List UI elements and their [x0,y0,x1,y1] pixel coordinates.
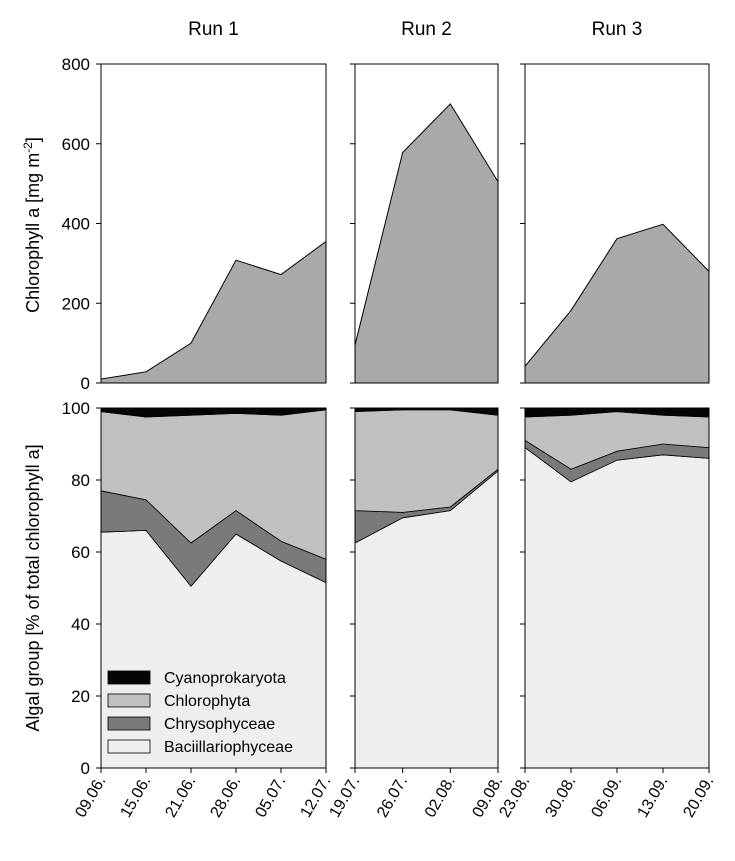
run-title-2: Run 2 [401,19,452,40]
run-title-1: Run 1 [188,19,239,40]
top-y-axis-label-end: ] [23,137,43,142]
legend-label-cyanoprokaryota: Cyanoprokaryota [164,670,286,687]
bottom-y-tick-label: 80 [71,471,90,490]
run-title-3: Run 3 [592,19,643,40]
top-y-tick-label: 400 [62,215,90,234]
date-label: 20.09. [680,774,717,821]
top-y-axis-label: Chlorophyll a [mg m-2] [21,137,43,313]
top-y-tick-label: 0 [81,374,90,393]
bottom-y-tick-label: 20 [71,687,90,706]
date-tick-labels: 09.06. 15.06. 21.06. 28.06. 05.07. 12.07.19.0… [72,774,717,821]
top-y-tick-label: 200 [62,294,90,313]
legend-swatch-chrysophyceae [107,716,151,731]
y-tick-labels: 0 200 400 600 800 0 20 40 60 80 100 [62,55,90,778]
bottom-y-tick-label: 0 [81,759,90,778]
bottom-y-tick-label: 60 [71,543,90,562]
run-titles: Run 1 Run 2 Run 3 [188,19,642,40]
date-label: 30.08. [542,774,579,821]
bottom-y-tick-label: 40 [71,615,90,634]
top-y-axis-label-sup: -2 [21,142,35,153]
legend-swatch-chlorophyta [107,693,151,708]
top-y-axis-label-main: Chlorophyll a [mg m [23,153,43,313]
bottom-y-tick-label: 100 [62,399,90,418]
chlorophyll-area-run-3 [524,223,710,384]
legend-swatch-baciillariophyceae [107,739,151,754]
date-label: 19.07. [326,774,363,821]
top-y-tick-label: 800 [62,55,90,74]
date-label: 28.06. [207,774,244,821]
chlorophyll-area-run-2 [354,103,499,384]
bottom-panel-frame-run-1 [100,407,327,769]
date-label: 13.09. [634,774,671,821]
date-label: 02.08. [422,774,459,821]
date-label: 15.06. [117,774,154,821]
legend-label-chlorophyta: Chlorophyta [164,693,250,710]
date-label: 09.06. [72,774,109,821]
date-label: 21.06. [162,774,199,821]
date-label: 05.07. [252,774,289,821]
legend-label-chrysophyceae: Chrysophyceae [164,716,275,733]
date-label: 26.07. [374,774,411,821]
top-y-tick-label: 600 [62,135,90,154]
date-label: 06.09. [588,774,625,821]
algal-group-panels [96,407,710,773]
bottom-y-axis-label: Algal group [% of total chlorophyll a] [23,444,43,731]
stack-baciillariophyceae-run-3 [524,447,710,769]
legend-label-baciillariophyceae: Baciillariophyceae [164,739,293,756]
legend-swatch-cyanoprokaryota [107,670,151,685]
bottom-panel-frame-run-2 [354,407,499,769]
legend: Cyanoprokaryota Chlorophyta Chrysophyceae B… [107,670,293,756]
chlorophyll-area-run-1 [100,240,327,384]
chlorophyll-panels [96,63,710,384]
